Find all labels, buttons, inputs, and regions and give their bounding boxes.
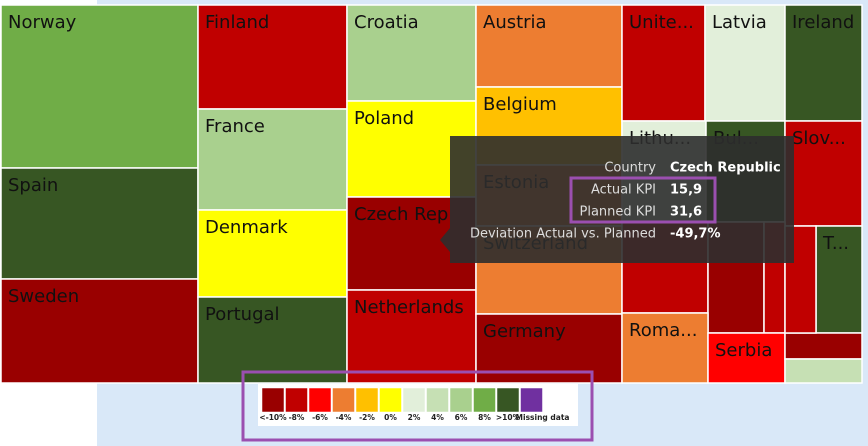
tile-label: Finland (205, 12, 269, 33)
legend-swatch (355, 387, 379, 413)
tile-label: Croatia (354, 12, 419, 33)
tile-label: France (205, 116, 265, 137)
legend-label: >10% (496, 413, 521, 422)
tile-label: Slov... (792, 128, 846, 149)
tile-label: Serbia (715, 340, 772, 361)
tile (621, 312, 709, 384)
legend-label: -4% (336, 413, 352, 422)
legend-label: -6% (312, 413, 328, 422)
tile-label: Ireland (792, 12, 854, 33)
tile-label: T... (822, 233, 849, 254)
tooltip-value: 15,9 (670, 183, 702, 198)
legend-label: 4% (431, 413, 444, 422)
legend-label: <-10% (259, 413, 287, 422)
tile-label: Roma... (629, 320, 697, 341)
tooltip-label: Deviation Actual vs. Planned (470, 227, 656, 242)
tile-label: Unite... (629, 12, 694, 33)
legend-swatch (449, 387, 473, 413)
legend-highlight (241, 370, 594, 442)
legend-swatch (379, 387, 402, 413)
legend-label: 0% (384, 413, 397, 422)
tile-label: Czech Rep (354, 204, 448, 225)
tile-label: Portugal (205, 304, 280, 325)
tile (0, 278, 199, 384)
legend-swatch (473, 387, 496, 413)
legend-swatch (402, 387, 426, 413)
legend-swatch (332, 387, 355, 413)
legend-swatch (496, 387, 520, 413)
highlight-box (569, 176, 717, 224)
tile (704, 4, 786, 122)
tile-label: Sweden (8, 286, 79, 307)
legend-swatch (261, 387, 285, 413)
tile (346, 4, 477, 102)
tooltip-label: Country (604, 161, 656, 176)
tile-label: Spain (8, 175, 58, 196)
legend-label: 6% (455, 413, 468, 422)
tile-label: Norway (8, 12, 77, 33)
tile (707, 332, 786, 384)
tooltip-value: 31,6 (670, 205, 702, 220)
tooltip-label: Planned KPI (580, 205, 656, 220)
tile-label: Latvia (712, 12, 767, 33)
legend-swatch (308, 387, 332, 413)
legend-label: -2% (359, 413, 375, 422)
tooltip-label: Actual KPI (591, 183, 656, 198)
tile-label: Belgium (483, 94, 557, 115)
tile (784, 332, 863, 360)
tile (815, 225, 863, 334)
tile-label: Denmark (205, 217, 288, 238)
tooltip-box (450, 136, 794, 263)
tooltip-arrow (440, 228, 450, 252)
tile (0, 4, 199, 169)
tile (784, 358, 863, 384)
tile-label: Germany (483, 321, 566, 342)
tooltip: Country Czech Republic Actual KPI 15,9 Plann… (440, 136, 794, 263)
legend-swatch (285, 387, 308, 413)
tile-label: Netherlands (354, 297, 464, 318)
legend-label: Missing data (516, 413, 570, 422)
tooltip-value: -49,7% (670, 227, 721, 242)
tile-label: Austria (483, 12, 547, 33)
legend-label: 2% (408, 413, 421, 422)
tile (346, 289, 477, 384)
legend-label: -8% (289, 413, 305, 422)
tooltip-value: Czech Republic (670, 161, 781, 176)
legend: <-10% -8% -6% -4% -2% 0% 2% 4% 6% 8% >10%Missing d… (241, 370, 594, 442)
tile (197, 296, 348, 384)
tile-label: Poland (354, 108, 414, 129)
legend-label: 8% (478, 413, 491, 422)
legend-swatch (520, 387, 543, 413)
tile (784, 120, 863, 227)
legend-swatch (426, 387, 449, 413)
